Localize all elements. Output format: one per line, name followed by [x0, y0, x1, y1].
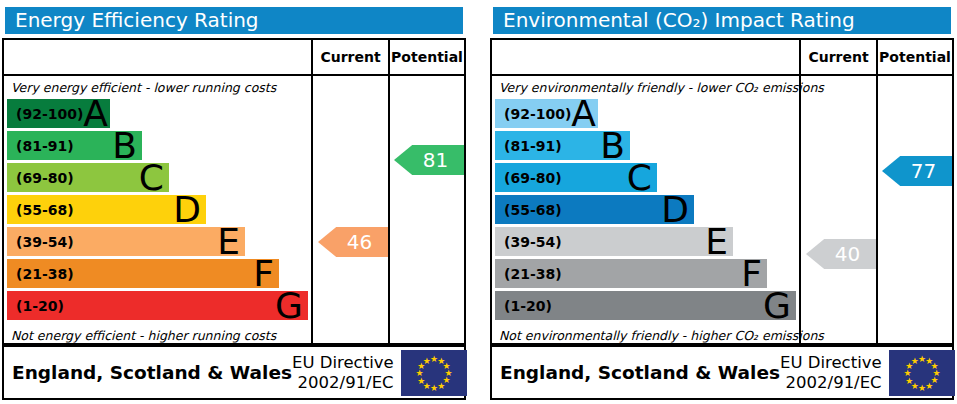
band-range-label: (69-80): [7, 170, 74, 186]
svg-text:★: ★: [925, 380, 933, 390]
bands-area: Very environmentally friendly - lower CO…: [495, 76, 799, 343]
column-divider: [876, 40, 878, 343]
band-letter: E: [217, 227, 245, 256]
band-letter: G: [763, 291, 796, 320]
current-rating-value: 46: [318, 230, 388, 254]
svg-text:★: ★: [430, 382, 438, 392]
eu-directive-line1: EU Directive: [292, 353, 394, 372]
band-c: (69-80) C: [495, 163, 657, 192]
top-note: Very environmentally friendly - lower CO…: [499, 80, 799, 96]
environmental-impact-panel: Environmental (CO₂) Impact Rating Curren…: [490, 7, 954, 400]
bands-area: Very energy efficient - lower running co…: [7, 76, 311, 343]
band-g: (1-20) G: [7, 291, 308, 320]
potential-rating-value: 81: [394, 148, 464, 172]
band-range-label: (21-38): [7, 266, 74, 282]
current-column-header: Current: [801, 40, 876, 74]
current-rating-arrow: 40: [806, 239, 876, 269]
band-letter: D: [661, 195, 694, 224]
eu-directive-label: EU Directive 2002/91/EC: [292, 353, 394, 392]
epc-rating-charts: Energy Efficiency Rating Current Potenti…: [0, 0, 957, 404]
band-letter: A: [571, 99, 601, 128]
band-b: (81-91) B: [495, 131, 630, 160]
panel-footer: England, Scotland & Wales EU Directive 2…: [490, 345, 954, 400]
band-f: (21-38) F: [7, 259, 279, 288]
eu-flag-icon: ★★★★★★★★★★★★: [889, 350, 955, 396]
band-range-label: (39-54): [495, 234, 562, 250]
column-divider: [388, 40, 390, 343]
band-letter: B: [600, 131, 630, 160]
eu-directive-label: EU Directive 2002/91/EC: [780, 353, 882, 392]
band-range-label: (92-100): [7, 106, 83, 122]
band-letter: F: [741, 259, 767, 288]
band-range-label: (39-54): [7, 234, 74, 250]
band-letter: A: [83, 99, 113, 128]
band-e: (39-54) E: [7, 227, 245, 256]
bottom-note: Not energy efficient - higher running co…: [11, 328, 311, 343]
band-letter: D: [173, 195, 206, 224]
band-range-label: (1-20): [495, 298, 552, 314]
band-g: (1-20) G: [495, 291, 796, 320]
band-range-label: (21-38): [495, 266, 562, 282]
eu-directive-line2: 2002/91/EC: [780, 373, 882, 392]
band-b: (81-91) B: [7, 131, 142, 160]
bottom-note: Not environmentally friendly - higher CO…: [499, 328, 799, 343]
potential-rating-arrow: 81: [394, 145, 464, 175]
band-range-label: (81-91): [7, 138, 74, 154]
potential-column-header: Potential: [390, 40, 464, 74]
current-rating-value: 40: [806, 242, 876, 266]
band-range-label: (55-68): [495, 202, 562, 218]
eu-flag-icon: ★★★★★★★★★★★★: [401, 350, 467, 396]
svg-text:★: ★: [910, 355, 918, 365]
band-a: (92-100) A: [495, 99, 598, 128]
rating-table: Current Potential Very environmentally f…: [490, 38, 954, 345]
band-letter: B: [112, 131, 142, 160]
potential-rating-arrow: 77: [882, 156, 952, 186]
energy-efficiency-panel: Energy Efficiency Rating Current Potenti…: [2, 7, 466, 400]
top-note: Very energy efficient - lower running co…: [11, 80, 311, 96]
panel-footer: England, Scotland & Wales EU Directive 2…: [2, 345, 466, 400]
potential-rating-value: 77: [882, 159, 952, 183]
region-label: England, Scotland & Wales: [492, 362, 780, 383]
svg-text:★: ★: [422, 355, 430, 365]
band-range-label: (55-68): [7, 202, 74, 218]
panel-title: Energy Efficiency Rating: [5, 7, 463, 34]
band-letter: G: [275, 291, 308, 320]
band-letter: C: [139, 163, 169, 192]
band-letter: F: [253, 259, 279, 288]
band-a: (92-100) A: [7, 99, 110, 128]
band-d: (55-68) D: [7, 195, 206, 224]
band-f: (21-38) F: [495, 259, 767, 288]
current-column-header: Current: [313, 40, 388, 74]
band-range-label: (81-91): [495, 138, 562, 154]
band-range-label: (69-80): [495, 170, 562, 186]
band-range-label: (1-20): [7, 298, 64, 314]
svg-text:★: ★: [918, 382, 926, 392]
band-c: (69-80) C: [7, 163, 169, 192]
panel-title: Environmental (CO₂) Impact Rating: [493, 7, 951, 34]
band-letter: C: [627, 163, 657, 192]
eu-directive-line2: 2002/91/EC: [292, 373, 394, 392]
column-divider: [311, 40, 313, 343]
region-label: England, Scotland & Wales: [4, 362, 292, 383]
rating-table: Current Potential Very energy efficient …: [2, 38, 466, 345]
band-e: (39-54) E: [495, 227, 733, 256]
eu-directive-line1: EU Directive: [780, 353, 882, 372]
band-d: (55-68) D: [495, 195, 694, 224]
band-letter: E: [705, 227, 733, 256]
current-rating-arrow: 46: [318, 227, 388, 257]
band-range-label: (92-100): [495, 106, 571, 122]
svg-text:★: ★: [437, 380, 445, 390]
potential-column-header: Potential: [878, 40, 952, 74]
